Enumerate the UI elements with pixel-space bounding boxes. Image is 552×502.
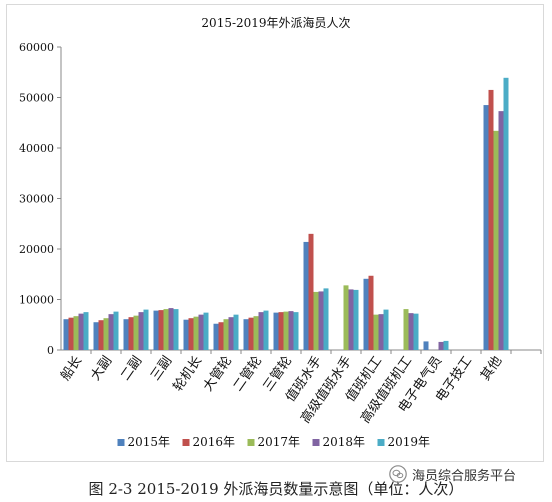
bar — [83, 312, 89, 350]
y-tick-label: 10000 — [19, 294, 54, 307]
bar — [203, 312, 209, 350]
bar — [228, 317, 234, 350]
bar — [123, 319, 129, 350]
bars — [63, 77, 509, 351]
bar — [253, 316, 259, 350]
watermark-text: 海员综合服务平台 — [412, 468, 517, 484]
x-tick-label: 三副 — [148, 354, 175, 384]
legend-swatch — [247, 439, 255, 446]
legend-label: 2018年 — [323, 435, 366, 449]
bar — [143, 309, 149, 350]
bar — [413, 313, 419, 350]
bar — [403, 309, 409, 350]
bar — [138, 312, 144, 350]
bar — [318, 291, 324, 350]
bar — [218, 322, 224, 350]
legend-label: 2015年 — [128, 435, 171, 449]
bar — [313, 291, 319, 350]
bar — [158, 310, 164, 350]
bar — [223, 319, 229, 350]
legend-label: 2016年 — [193, 435, 236, 449]
bar — [423, 341, 429, 350]
legend-label: 2017年 — [258, 435, 301, 449]
bar — [488, 89, 494, 351]
legend-swatch — [117, 439, 125, 446]
x-tick-label: 其他 — [478, 354, 505, 384]
bar — [273, 312, 279, 350]
bar — [168, 308, 174, 350]
bar — [353, 289, 359, 350]
bar — [133, 315, 139, 350]
bar — [263, 310, 269, 350]
y-tick-label: 30000 — [19, 193, 54, 206]
watermark: 海员综合服务平台 — [389, 464, 549, 484]
x-tick-label: 二管轮 — [231, 354, 266, 395]
bar — [308, 233, 314, 350]
legend: 2015年 2016年 2017年 2018年 2019年 — [117, 435, 431, 449]
bar — [343, 285, 349, 350]
bar — [288, 311, 294, 350]
y-tick-label: 50000 — [19, 92, 54, 105]
bar — [493, 130, 499, 350]
bar — [68, 317, 74, 350]
chart-svg: 2015-2019年外派海员人次 0 10000 20000 30000 40000 50… — [19, 15, 542, 449]
x-tick-label: 大副 — [88, 354, 115, 384]
bar — [378, 314, 384, 350]
legend-label: 2019年 — [388, 435, 431, 449]
chart-frame: 2015-2019年外派海员人次 0 10000 20000 30000 40000 50… — [6, 4, 544, 462]
x-tick-label: 大管轮 — [201, 354, 236, 395]
bar — [198, 314, 204, 350]
bar — [408, 313, 414, 350]
bar — [98, 320, 104, 350]
bar — [278, 312, 284, 350]
bar — [258, 312, 264, 350]
bar — [283, 311, 289, 350]
bar — [363, 278, 369, 350]
bar — [233, 314, 239, 350]
bar — [503, 77, 509, 351]
bar — [73, 316, 79, 350]
bar — [248, 317, 254, 350]
bar — [303, 241, 309, 350]
bar — [153, 310, 159, 350]
legend-swatch — [377, 439, 385, 446]
bar — [183, 319, 189, 350]
bar — [438, 341, 444, 350]
bar — [113, 311, 119, 350]
bar — [483, 105, 489, 350]
bar — [103, 318, 109, 350]
bar — [443, 340, 449, 350]
wechat-icon — [389, 465, 407, 483]
bar — [368, 275, 374, 350]
bar — [498, 111, 504, 350]
bar — [63, 319, 69, 350]
bar — [128, 317, 134, 350]
figure-caption: 图 2-3 2015-2019 外派海员数量示意图（单位：人次） — [88, 480, 464, 498]
bar — [383, 309, 389, 350]
y-tick-label: 20000 — [19, 243, 54, 256]
legend-swatch — [312, 439, 320, 446]
legend-swatch — [182, 439, 190, 446]
y-tick-label: 40000 — [19, 142, 54, 155]
bar — [163, 309, 169, 350]
bar — [373, 314, 379, 350]
axes: 0 10000 20000 30000 40000 50000 60000 船长 大副 二副 三副轮… — [19, 41, 542, 426]
x-tick-label: 船长 — [58, 354, 85, 384]
bar — [78, 313, 84, 350]
bar — [323, 288, 329, 350]
bar — [188, 318, 194, 350]
x-tick-label: 二副 — [118, 354, 145, 384]
y-tick-label: 60000 — [19, 41, 54, 54]
y-tick-label: 0 — [47, 344, 54, 357]
chart-title: 2015-2019年外派海员人次 — [201, 15, 350, 30]
bar — [193, 316, 199, 350]
bar — [213, 323, 219, 350]
bar — [93, 322, 99, 350]
bar — [108, 314, 114, 350]
bar — [173, 309, 179, 350]
bar — [348, 289, 354, 350]
bar — [243, 319, 249, 350]
bar — [293, 312, 299, 350]
x-tick-label: 轮机长 — [171, 354, 206, 395]
